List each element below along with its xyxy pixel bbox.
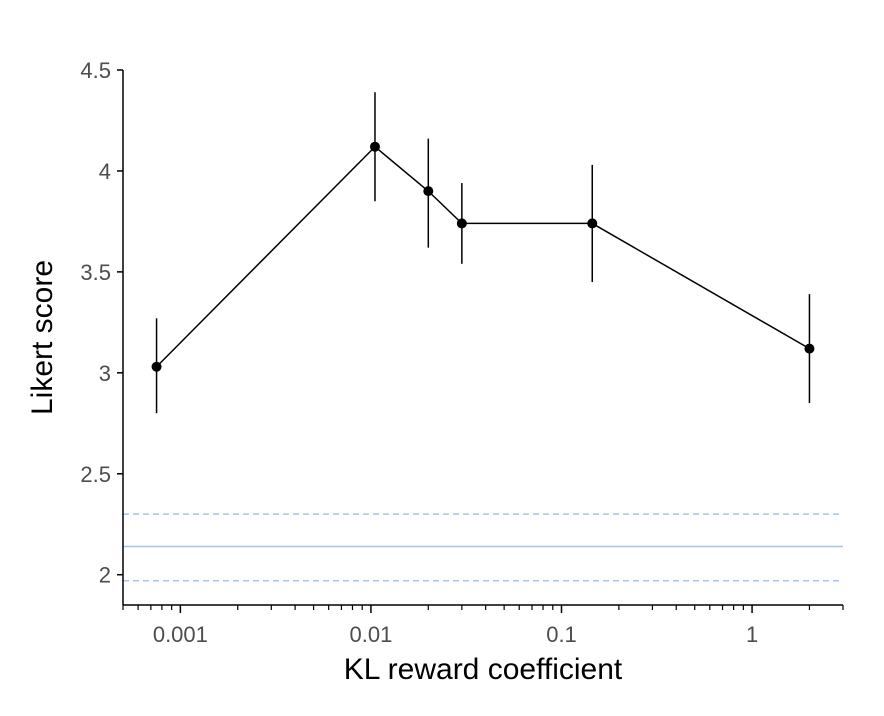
x-tick-label: 1 xyxy=(746,622,758,647)
data-point xyxy=(804,343,815,354)
x-tick-label: 0.01 xyxy=(350,622,393,647)
series-line xyxy=(156,145,810,368)
y-tick-label: 2.5 xyxy=(80,462,111,487)
x-axis-ticks: 0.001 0.01 0.1 1 xyxy=(122,605,844,647)
y-axis-title: Likert score xyxy=(26,260,59,415)
series xyxy=(151,92,815,414)
axes: 0.001 0.01 0.1 1 2 2.5 3 3.5 4 4.5 xyxy=(80,58,844,647)
y-tick-label: 3.5 xyxy=(80,260,111,285)
x-axis-title: KL reward coefficient xyxy=(344,653,623,686)
x-tick-label: 0.1 xyxy=(546,622,577,647)
data-point xyxy=(369,141,380,152)
y-tick-label: 3 xyxy=(99,361,111,386)
data-point xyxy=(151,361,162,372)
data-point xyxy=(587,218,598,229)
y-tick-label: 2 xyxy=(99,563,111,588)
y-tick-label: 4.5 xyxy=(80,58,111,83)
x-tick-label: 0.001 xyxy=(153,622,208,647)
y-axis-ticks: 2 2.5 3 3.5 4 4.5 xyxy=(80,58,123,588)
y-tick-label: 4 xyxy=(99,159,111,184)
reference-lines xyxy=(123,513,843,582)
data-point xyxy=(456,218,467,229)
data-point xyxy=(423,186,434,197)
